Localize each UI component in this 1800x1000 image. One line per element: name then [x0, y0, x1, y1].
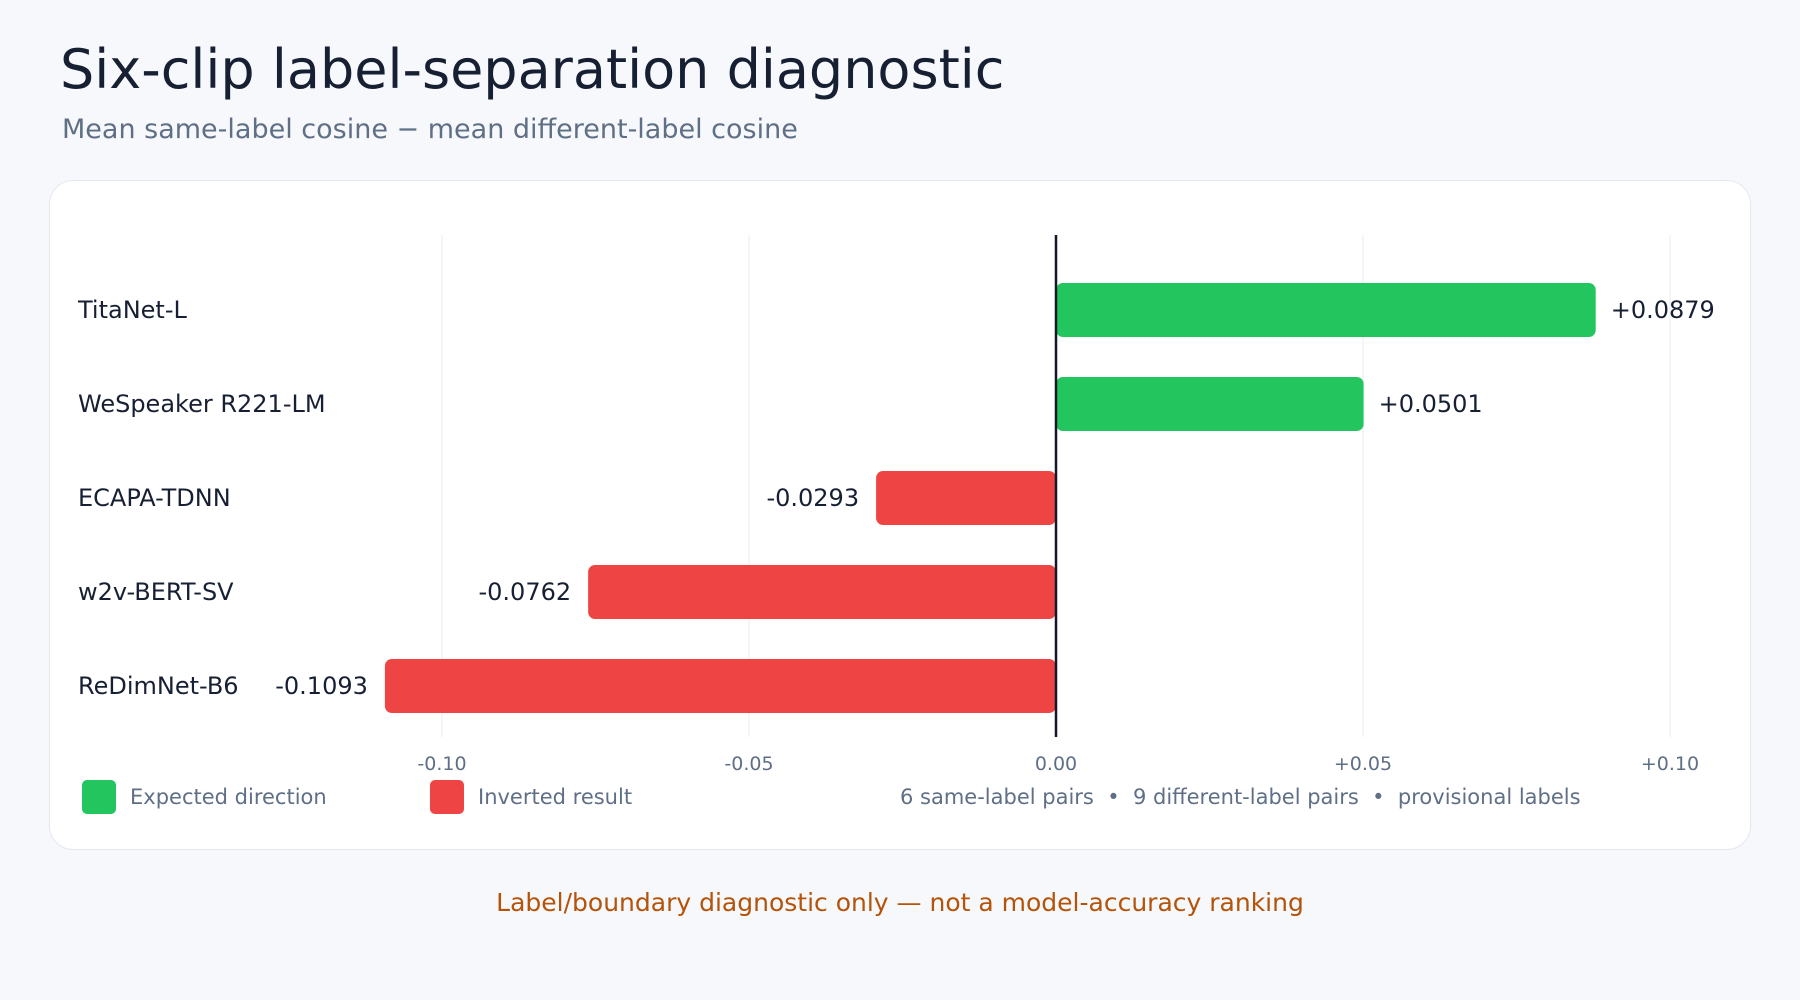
x-tick-label: -0.05 — [724, 753, 773, 775]
data-label: -0.0293 — [766, 484, 859, 512]
page-title: Six-clip label-separation diagnostic — [60, 38, 1005, 101]
legend-expected: Expected direction — [82, 780, 327, 814]
legend-label-inverted: Inverted result — [478, 785, 633, 809]
legend-swatch-inverted — [430, 780, 464, 814]
bar — [876, 471, 1056, 525]
bar — [384, 659, 1056, 713]
data-label: -0.1093 — [275, 672, 368, 700]
bar — [1056, 283, 1596, 337]
x-tick-label: -0.10 — [417, 753, 466, 775]
legend-inverted: Inverted result — [430, 780, 632, 814]
category-label: ECAPA-TDNN — [78, 484, 231, 512]
category-label: ReDimNet-B6 — [78, 672, 239, 700]
disclaimer-note: Label/boundary diagnostic only — not a m… — [496, 888, 1304, 917]
x-tick-label: 0.00 — [1035, 753, 1077, 775]
category-label: w2v-BERT-SV — [78, 578, 234, 606]
data-label: +0.0501 — [1379, 390, 1483, 418]
legend-swatch-expected — [82, 780, 116, 814]
x-tick-label: +0.10 — [1641, 753, 1699, 775]
data-label: +0.0879 — [1611, 296, 1715, 324]
chart-footnote: 6 same-label pairs • 9 different-label p… — [900, 780, 1581, 814]
legend-label-expected: Expected direction — [130, 785, 327, 809]
data-label: -0.0762 — [478, 578, 571, 606]
bar — [588, 565, 1056, 619]
category-label: TitaNet-L — [77, 296, 187, 324]
footnote-text: 6 same-label pairs • 9 different-label p… — [900, 785, 1581, 809]
bar — [1056, 377, 1364, 431]
x-tick-label: +0.05 — [1334, 753, 1392, 775]
category-label: WeSpeaker R221-LM — [78, 390, 326, 418]
page-subtitle: Mean same-label cosine − mean different-… — [62, 114, 798, 145]
